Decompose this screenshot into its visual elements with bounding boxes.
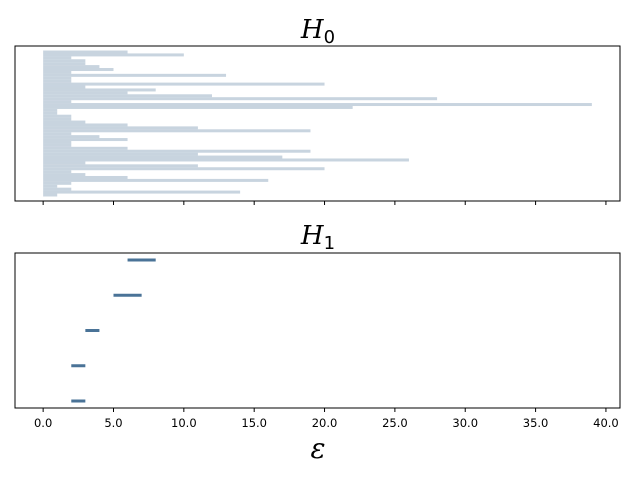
persistence-bar — [43, 178, 269, 182]
x-tick-label: 30.0 — [452, 416, 478, 430]
panel-h1-frame — [14, 252, 621, 409]
persistence-bar — [43, 140, 72, 144]
persistence-bar — [43, 138, 128, 142]
x-tick-label: 5.0 — [104, 416, 122, 430]
persistence-bar — [43, 97, 438, 101]
panel-h0-title: H0 — [300, 15, 335, 48]
persistence-bar — [43, 132, 72, 136]
persistence-bar — [43, 94, 212, 98]
panel-h1: H1 0.0 5.0 10.0 15.0 20.0 25.0 30.0 35.0 40.0 ε — [14, 221, 621, 465]
persistence-bar — [43, 53, 184, 57]
x-tick-label: 15.0 — [241, 416, 267, 430]
persistence-bar — [43, 114, 72, 118]
persistence-bar — [43, 175, 128, 179]
persistence-bar — [43, 181, 72, 185]
persistence-bar — [43, 123, 128, 127]
persistence-bar — [43, 88, 156, 92]
persistence-bar — [43, 158, 409, 162]
persistence-bar — [43, 143, 72, 147]
persistence-bar — [43, 173, 86, 177]
persistence-bar — [43, 82, 325, 86]
persistence-bar — [43, 117, 72, 121]
panel-h1-x-ticks: 0.0 5.0 10.0 15.0 20.0 25.0 30.0 35.0 40.0 — [34, 408, 619, 430]
persistence-bar — [43, 100, 72, 104]
persistence-bar — [43, 105, 353, 109]
persistence-bar — [43, 68, 114, 72]
x-tick-label: 20.0 — [312, 416, 338, 430]
persistence-bar — [43, 111, 58, 115]
x-tick-label: 10.0 — [171, 416, 197, 430]
panel-h1-title: H1 — [300, 221, 335, 254]
persistence-bar — [43, 91, 128, 95]
x-tick-label: 35.0 — [523, 416, 549, 430]
persistence-bar — [43, 85, 86, 89]
panel-h1-bars — [71, 258, 156, 403]
x-tick-label: 0.0 — [34, 416, 52, 430]
persistence-bar — [43, 161, 86, 165]
persistence-bar — [43, 50, 128, 54]
x-tick-label: 40.0 — [593, 416, 619, 430]
panel-h0-frame — [14, 45, 621, 202]
persistence-bar — [43, 193, 58, 197]
persistence-bar — [43, 149, 311, 153]
persistence-bar — [43, 79, 72, 83]
persistence-bar — [43, 184, 58, 188]
persistence-bar — [43, 103, 592, 107]
panel-h0-bars — [43, 50, 592, 197]
x-tick-label: 25.0 — [382, 416, 408, 430]
persistence-bar — [43, 167, 325, 171]
panel-h0: H0 — [14, 15, 621, 205]
persistence-bar — [43, 146, 128, 150]
persistence-bar — [43, 129, 311, 133]
persistence-bar — [43, 164, 198, 168]
persistence-bar — [85, 329, 100, 332]
persistence-bar — [43, 190, 241, 194]
persistence-bar — [43, 76, 72, 80]
persistence-bar — [43, 152, 198, 156]
persistence-bar — [43, 62, 86, 66]
persistence-bar — [43, 56, 72, 60]
persistence-bar — [71, 364, 86, 368]
persistence-bar — [43, 187, 72, 191]
x-axis-label: ε — [310, 432, 325, 465]
persistence-bar — [43, 135, 100, 139]
persistence-bar — [113, 293, 142, 297]
persistence-bar — [43, 155, 283, 159]
persistence-bar — [43, 126, 198, 130]
persistence-bar — [43, 170, 72, 174]
persistence-bar — [43, 59, 86, 63]
panel-h0-x-ticks — [42, 201, 607, 205]
persistence-bar — [43, 65, 100, 69]
persistence-bar — [127, 258, 156, 262]
persistence-bar — [43, 70, 72, 74]
persistence-bar — [71, 399, 86, 403]
persistence-bar — [43, 120, 86, 124]
persistence-bar — [43, 73, 227, 77]
persistence-bar — [43, 108, 58, 112]
